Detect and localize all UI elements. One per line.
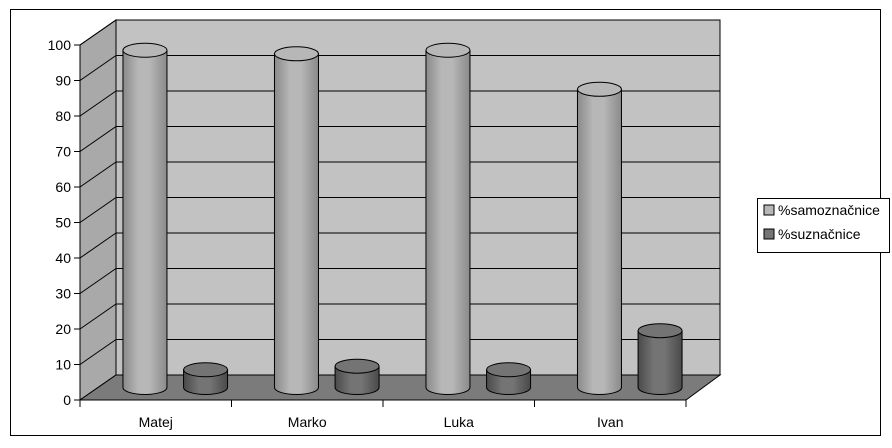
bar-cap [273,46,319,62]
bar-cap [334,358,380,374]
y-tick-label: 100 [48,37,72,53]
bar-cap [122,42,168,58]
x-tick-label: Ivan [597,414,623,430]
legend-label: %samoznačnice [778,202,880,218]
gridline-side [79,161,117,188]
axes: 0 10 20 30 40 50 60 70 80 90 100 Matej Marko Luka Ivan [48,37,687,430]
legend-box [757,198,890,253]
floor [78,374,722,401]
bar-cap [576,81,622,97]
bar-samoznacnice-marko [273,53,319,395]
bar-suznacnice-marko [334,365,380,395]
y-tick-label: 10 [55,357,71,373]
bar-suznacnice-ivan [637,330,683,395]
y-tick-label: 70 [55,144,71,160]
gridline-side [79,90,117,117]
gridline-side [79,303,117,330]
y-tick-label: 60 [55,179,71,195]
y-tick-label: 30 [55,286,71,302]
legend-swatch [763,228,775,240]
gridline-side [79,339,117,365]
gridline-side [79,268,117,294]
gridline-side [79,126,117,152]
bar-cap [486,362,532,378]
x-tick-label: Marko [288,414,327,430]
x-tick-label: Matej [139,414,173,430]
bar-samoznacnice-luka [425,49,471,395]
bars [122,42,683,395]
bar-cap [183,362,229,378]
y-tick-label: 50 [55,215,71,231]
legend-label: %suznačnice [778,226,861,242]
y-tick-label: 90 [55,73,71,89]
gridline-side [79,197,117,223]
legend: %samoznačnice %suznačnice [757,198,890,253]
bar-samoznacnice-matej [122,49,168,395]
gridline-side [79,19,117,46]
gridline-side [79,55,117,81]
bar-cap [637,323,683,339]
gridline-side [79,232,117,259]
y-tick-label: 40 [55,250,71,266]
y-tick-label: 20 [55,321,71,337]
bar-cap [425,42,471,58]
legend-swatch [763,204,775,216]
y-tick-label: 80 [55,108,71,124]
bar-samoznacnice-ivan [576,88,622,395]
y-tick-label: 0 [63,392,71,408]
x-tick-label: Luka [444,414,475,430]
